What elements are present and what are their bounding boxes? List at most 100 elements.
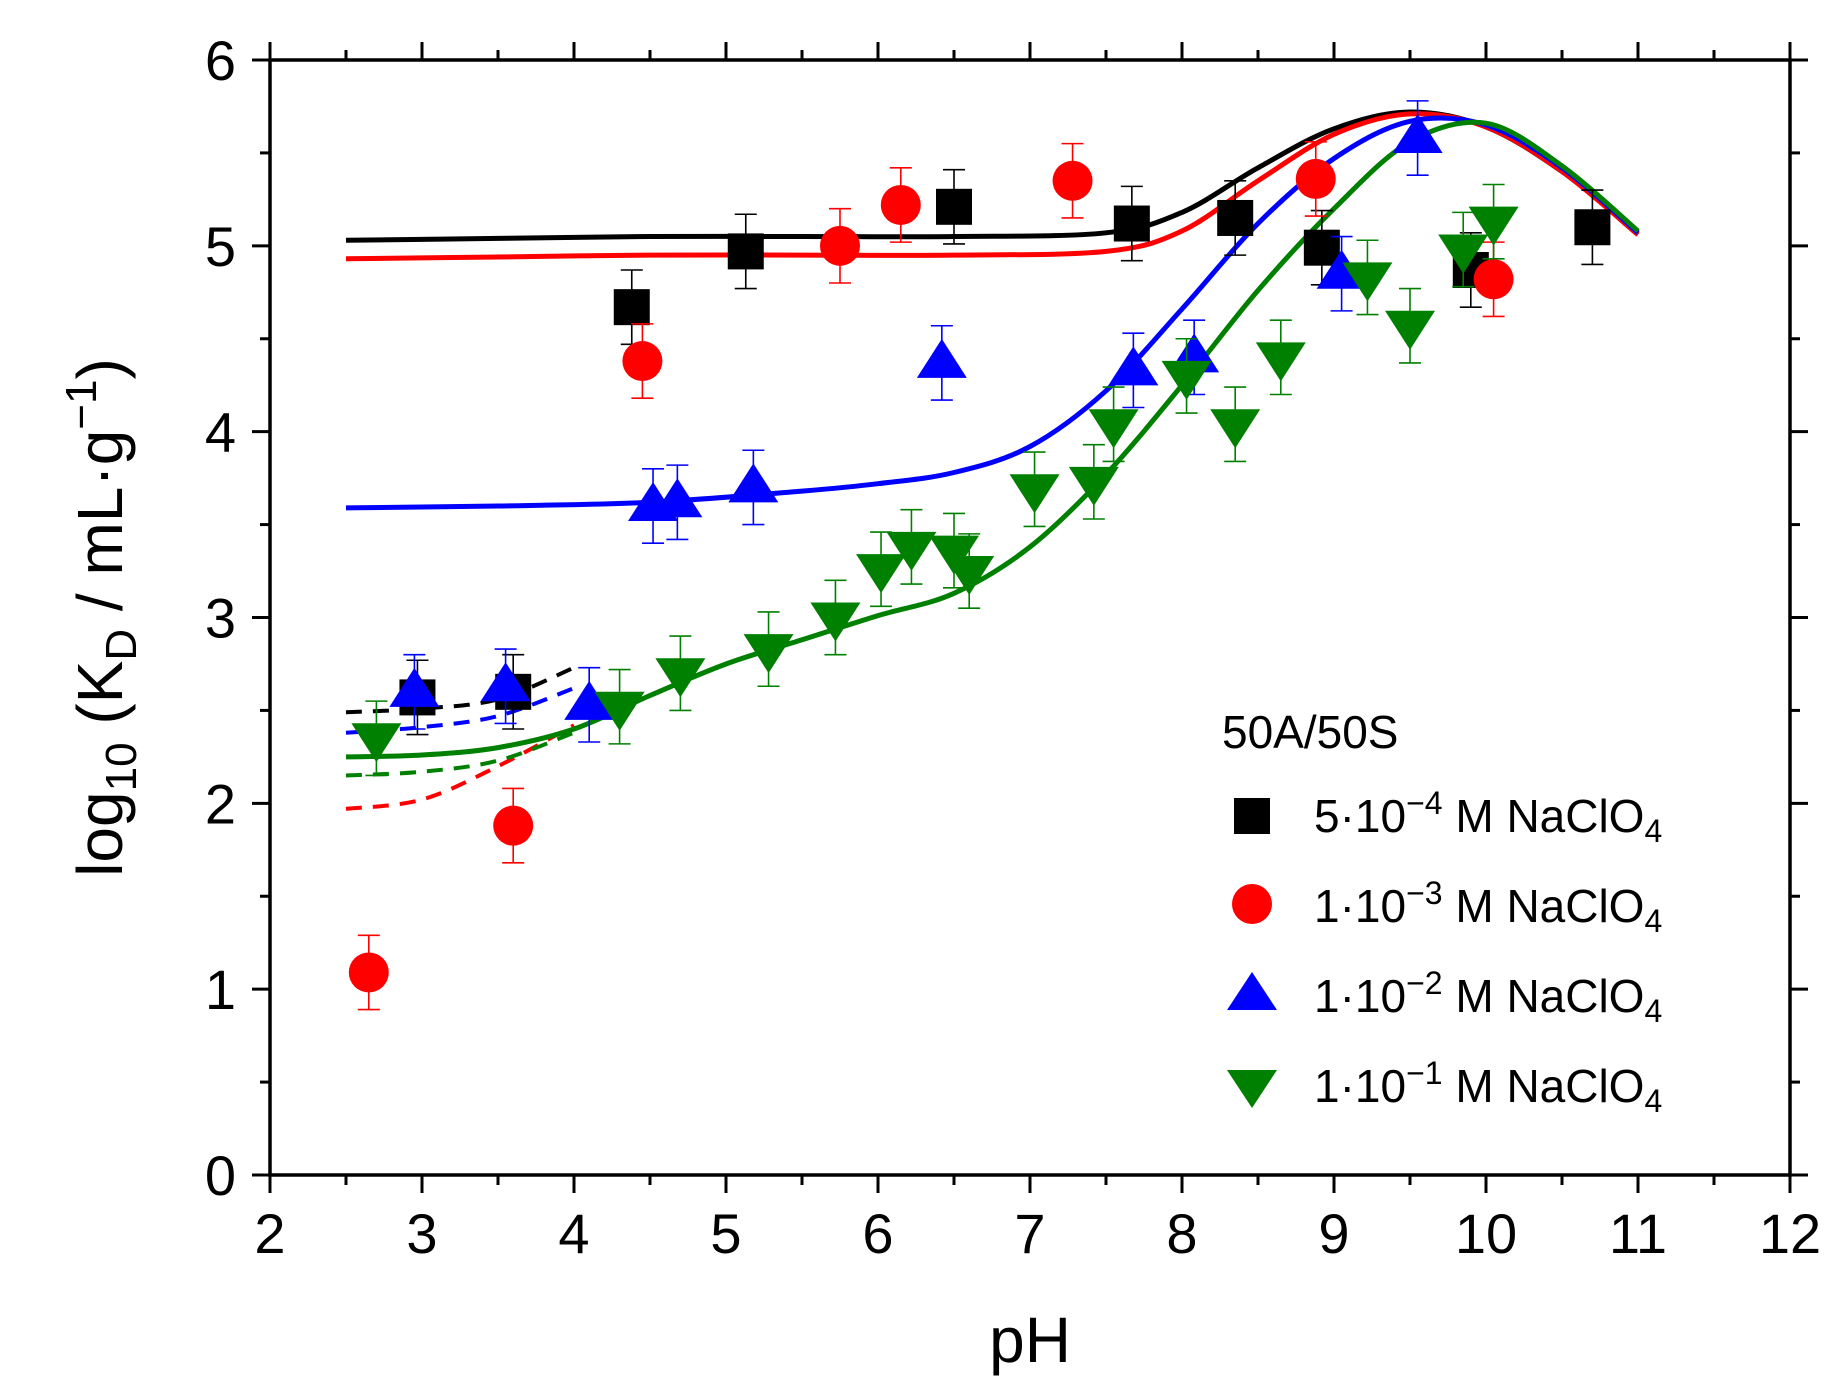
data-point-triangle-up bbox=[564, 680, 615, 720]
x-tick-label: 5 bbox=[710, 1202, 741, 1265]
legend-label-sup: −3 bbox=[1406, 875, 1442, 911]
data-point-triangle-down bbox=[743, 634, 794, 674]
x-tick-label: 4 bbox=[558, 1202, 589, 1265]
fit-line bbox=[345, 119, 1640, 760]
data-point-triangle-down bbox=[1255, 342, 1306, 382]
data-point-triangle-down bbox=[1088, 409, 1139, 449]
data-point-triangle-down bbox=[856, 554, 907, 594]
data-point-triangle-down bbox=[810, 602, 861, 642]
fit-curves bbox=[345, 109, 1640, 811]
data-point-circle bbox=[622, 341, 663, 382]
legend: 50A/50S 5·10−4 M NaClO4 1·10−3 M NaClO4 … bbox=[1222, 706, 1662, 1119]
fit-line-dashed bbox=[345, 723, 575, 811]
legend-label-sup: −1 bbox=[1406, 1055, 1442, 1091]
data-point-triangle-up bbox=[916, 338, 967, 378]
data-point-square bbox=[936, 188, 972, 225]
y-tick-label: 3 bbox=[205, 587, 236, 650]
legend-label-pre: 1·10 bbox=[1314, 880, 1406, 932]
legend-label-sub: 4 bbox=[1644, 1083, 1662, 1119]
x-tick-label: 8 bbox=[1166, 1202, 1197, 1265]
data-point-square bbox=[1303, 229, 1340, 266]
svg-text:1·10−1 M NaClO4: 1·10−1 M NaClO4 bbox=[1314, 1055, 1662, 1119]
data-point-square bbox=[1113, 205, 1150, 242]
legend-entry: 1·10−2 M NaClO4 bbox=[1227, 965, 1662, 1029]
y-tick-label: 0 bbox=[205, 1144, 236, 1207]
legend-marker-triangle-up bbox=[1227, 972, 1277, 1010]
legend-label-sub: 4 bbox=[1644, 813, 1662, 849]
data-point-square bbox=[1217, 199, 1254, 236]
data-point-triangle-down bbox=[1385, 310, 1435, 350]
data-point-triangle-up bbox=[1392, 114, 1443, 154]
y-axis-title: log10 (KD / mL·g−1) bbox=[57, 358, 146, 877]
svg-text:1·10−2 M NaClO4: 1·10−2 M NaClO4 bbox=[1314, 965, 1662, 1029]
y-tick-label: 5 bbox=[205, 215, 236, 278]
data-point-triangle-down bbox=[1009, 474, 1060, 514]
data-point-circle bbox=[820, 225, 860, 266]
x-tick-label: 9 bbox=[1318, 1202, 1349, 1265]
legend-marker-triangle-down bbox=[1227, 1070, 1277, 1108]
axis-ticks bbox=[252, 42, 1808, 1193]
data-point-triangle-down bbox=[1161, 360, 1212, 400]
data-point-triangle-up bbox=[652, 478, 703, 518]
data-point-triangle-down bbox=[351, 723, 402, 763]
legend-label-pre: 5·10 bbox=[1314, 790, 1406, 842]
fit-line bbox=[345, 109, 1640, 243]
data-point-triangle-down bbox=[594, 691, 645, 731]
legend-label-mid: M NaClO bbox=[1443, 790, 1645, 842]
data-point-circle bbox=[880, 184, 921, 225]
data-point-triangle-down bbox=[1342, 262, 1393, 302]
data-point-circle bbox=[1473, 259, 1514, 300]
legend-label-mid: M NaClO bbox=[1443, 880, 1645, 932]
x-tick-label: 6 bbox=[862, 1202, 893, 1265]
data-point-triangle-up bbox=[728, 463, 779, 503]
data-point-square bbox=[1574, 209, 1611, 246]
y-tick-label: 4 bbox=[205, 401, 236, 464]
data-point-triangle-up bbox=[480, 662, 531, 702]
data-point-triangle-down bbox=[1068, 466, 1119, 506]
legend-label-sup: −4 bbox=[1406, 785, 1442, 821]
data-point-triangle-down bbox=[1438, 234, 1489, 274]
legend-entry: 5·10−4 M NaClO4 bbox=[1234, 785, 1662, 849]
y-title-sub1: 10 bbox=[97, 742, 146, 791]
data-point-circle bbox=[1052, 160, 1093, 201]
data-point-triangle-down bbox=[944, 556, 995, 596]
legend-label-mid: M NaClO bbox=[1443, 970, 1645, 1022]
legend-label-pre: 1·10 bbox=[1314, 970, 1406, 1022]
x-tick-label: 12 bbox=[1759, 1202, 1821, 1265]
x-tick-label: 11 bbox=[1609, 1202, 1667, 1265]
x-tick-label: 10 bbox=[1455, 1202, 1517, 1265]
data-point-triangle-down bbox=[1468, 206, 1519, 246]
legend-marker-square bbox=[1234, 798, 1270, 834]
data-point-triangle-down bbox=[655, 658, 706, 698]
x-tick-label: 7 bbox=[1014, 1202, 1045, 1265]
y-tick-label: 6 bbox=[205, 29, 236, 92]
data-point-square bbox=[727, 233, 764, 270]
data-point-triangle-up bbox=[389, 667, 440, 707]
x-axis-title: pH bbox=[989, 1304, 1071, 1376]
data-point-triangle-down bbox=[929, 535, 979, 575]
svg-text:5·10−4 M NaClO4: 5·10−4 M NaClO4 bbox=[1314, 785, 1662, 849]
data-point-circle bbox=[1295, 158, 1336, 199]
legend-entry: 1·10−1 M NaClO4 bbox=[1227, 1055, 1662, 1119]
legend-label-sup: −2 bbox=[1406, 965, 1442, 1001]
fit-line-dashed bbox=[345, 730, 575, 778]
y-title-after: / mL·g bbox=[64, 430, 136, 629]
legend-label-sub: 4 bbox=[1644, 993, 1662, 1029]
x-tick-label: 2 bbox=[254, 1202, 285, 1265]
y-title-close: ) bbox=[64, 358, 136, 379]
data-point-circle bbox=[348, 952, 389, 993]
y-title-mid: (K bbox=[64, 661, 136, 743]
fit-line-dashed bbox=[345, 665, 575, 715]
data-point-square bbox=[613, 289, 650, 326]
data-point-triangle-down bbox=[1210, 409, 1261, 449]
x-tick-label: 3 bbox=[406, 1202, 437, 1265]
data-point-triangle-down bbox=[886, 531, 937, 571]
data-point-circle bbox=[493, 805, 534, 846]
legend-label-sub: 4 bbox=[1644, 903, 1662, 939]
legend-marker-circle bbox=[1232, 884, 1272, 924]
legend-entry: 1·10−3 M NaClO4 bbox=[1232, 875, 1662, 939]
y-title-sub2: D bbox=[97, 629, 146, 661]
y-title-sup: −1 bbox=[57, 380, 106, 430]
data-points bbox=[348, 100, 1611, 1011]
